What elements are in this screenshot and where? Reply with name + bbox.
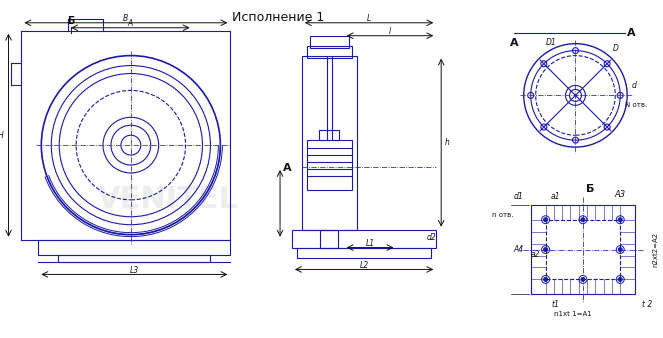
Bar [58,255,210,263]
Bar [530,205,635,294]
Bar [297,247,431,258]
Circle shape [544,277,548,282]
Text: VENITEL: VENITEL [97,185,239,214]
Text: l: l [389,27,391,36]
Text: Исполнение 1: Исполнение 1 [232,11,324,24]
Text: d2: d2 [426,233,436,242]
Text: N отв.: N отв. [625,102,648,108]
Text: d1: d1 [514,192,524,201]
Bar [319,130,339,140]
Circle shape [618,247,622,251]
Bar [546,220,620,280]
Circle shape [544,247,548,251]
Bar [292,230,436,247]
Text: L2: L2 [359,261,369,270]
Text: t1: t1 [552,300,560,309]
Text: A: A [509,38,518,48]
Text: n2xt2=A2: n2xt2=A2 [652,232,658,267]
Text: B: B [123,14,129,23]
Text: d: d [631,81,636,90]
Text: h: h [445,138,450,147]
Text: Б: Б [68,16,75,26]
Text: D1: D1 [546,38,556,47]
Circle shape [618,218,622,222]
Bar [307,140,351,190]
Bar [38,240,230,255]
Text: D: D [613,44,619,53]
Text: A4: A4 [514,245,524,254]
Text: L: L [367,14,371,23]
Text: H: H [0,131,3,140]
Circle shape [544,218,548,222]
Text: L1: L1 [365,239,375,248]
Circle shape [618,277,622,282]
Text: n1xt 1=A1: n1xt 1=A1 [554,311,592,317]
Text: А: А [627,28,636,38]
Text: А: А [282,163,291,173]
Bar [307,46,351,57]
Text: n отв.: n отв. [492,212,514,218]
Circle shape [581,218,585,222]
Text: a1: a1 [551,192,560,201]
Bar [310,36,349,48]
Text: a2: a2 [531,250,540,259]
Text: L3: L3 [130,266,139,275]
Text: Б: Б [586,184,595,194]
Bar [320,230,337,247]
Text: A3: A3 [615,190,626,199]
Circle shape [581,277,585,282]
Bar [302,56,357,230]
Text: t 2: t 2 [642,300,652,309]
Text: A: A [128,19,133,28]
